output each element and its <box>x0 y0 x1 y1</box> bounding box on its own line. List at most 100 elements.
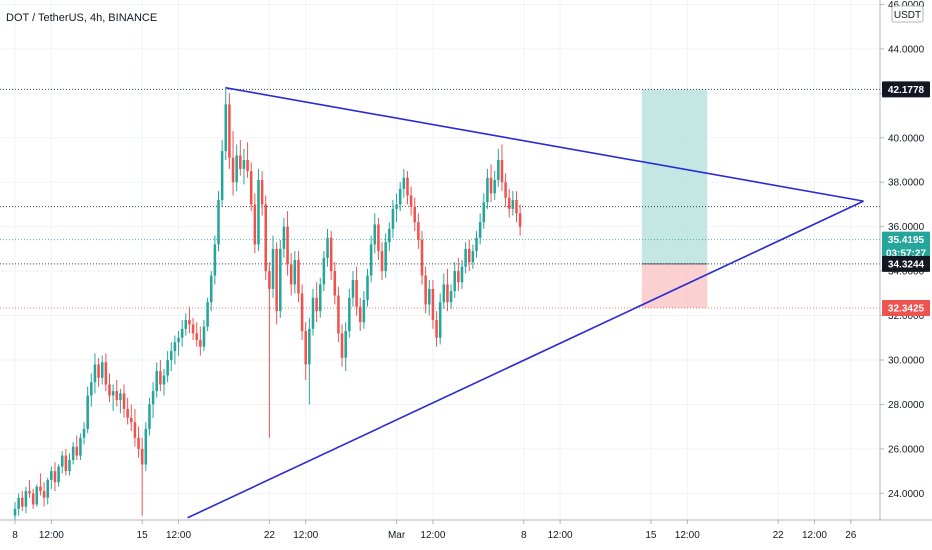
candle-body <box>326 237 329 258</box>
chart-grid <box>0 0 880 520</box>
candle-body <box>242 160 246 169</box>
candle-body <box>57 466 60 483</box>
candle-body <box>130 417 133 423</box>
candle-body <box>282 226 286 249</box>
candle-body <box>482 202 486 223</box>
candle-body <box>24 491 28 507</box>
x-tick-label: 12:00 <box>675 530 700 541</box>
candle-body <box>202 326 206 347</box>
y-tick-label: 46.0000 <box>888 0 925 11</box>
candle-body <box>126 408 129 418</box>
candle-body <box>155 371 158 392</box>
candle-body <box>380 251 384 272</box>
candle-body <box>355 280 358 307</box>
candle-body <box>279 248 282 312</box>
x-tick-label: 22 <box>773 530 785 541</box>
x-tick-label: 22 <box>264 530 276 541</box>
candle-body <box>82 428 86 438</box>
candle-body <box>231 157 235 183</box>
y-tick-label: 32.0000 <box>888 311 925 322</box>
y-tick-label: 36.0000 <box>888 222 925 233</box>
candle-body <box>199 340 202 347</box>
candle-body <box>246 160 249 172</box>
x-tick-label: 12:00 <box>39 530 64 541</box>
candle-body <box>268 271 271 289</box>
time-axis[interactable]: 8 12:00 15 12:00 22 12:00 Mar 12:00 8 12:00 15 12:0… <box>12 520 857 541</box>
candle-body <box>293 260 297 285</box>
y-tick-label: 24.0000 <box>888 489 925 500</box>
candle-body <box>398 188 402 205</box>
candle-body <box>311 297 315 329</box>
candle-body <box>253 204 257 245</box>
candle-body <box>409 195 413 207</box>
price-tag <box>882 255 930 272</box>
candle-body <box>362 300 366 323</box>
candle-body <box>304 331 307 365</box>
candle-body <box>406 177 409 196</box>
candle-body <box>93 364 97 383</box>
candle-body <box>497 160 500 180</box>
candle-body <box>467 248 471 263</box>
candle-body <box>511 200 515 209</box>
candle-body <box>260 180 264 205</box>
y-tick-label: 40.0000 <box>888 133 925 144</box>
candle-body <box>344 331 347 358</box>
price-axis[interactable]: 46.000044.000042.000040.000038.000036.00… <box>880 0 925 500</box>
price-tag <box>882 81 930 98</box>
candle-body <box>209 275 213 303</box>
candle-body <box>402 177 406 189</box>
currency-badge[interactable]: USDT <box>891 5 924 23</box>
candle-body <box>369 244 373 276</box>
candle-body <box>507 197 511 209</box>
x-tick-label: 15 <box>645 530 657 541</box>
candle-body <box>104 362 108 385</box>
y-tick-label: 28.0000 <box>888 400 925 411</box>
candle-body <box>97 364 100 378</box>
stop-zone <box>641 263 708 308</box>
candle-body <box>100 362 104 378</box>
candle-body <box>515 200 518 214</box>
candle-body <box>151 391 155 405</box>
candle-body <box>384 242 387 272</box>
currency-badge-label: USDT <box>894 10 921 21</box>
candle-body <box>60 455 64 467</box>
candle-body <box>68 460 71 472</box>
candle-body <box>351 280 355 298</box>
countdown-label: 03:57:27 <box>886 249 926 260</box>
candle-body <box>173 342 177 352</box>
candle-body <box>438 302 442 338</box>
candle-body <box>504 182 507 198</box>
trendline-upper <box>225 86 864 202</box>
candle-body <box>13 508 17 516</box>
candle-body <box>217 200 220 245</box>
candle-body <box>50 471 53 480</box>
candle-body <box>297 260 300 294</box>
position-tool[interactable] <box>641 89 708 308</box>
candle-body <box>500 160 504 183</box>
candle-body <box>224 104 228 152</box>
candle-body <box>308 328 311 365</box>
candle-body <box>79 437 82 456</box>
candle-body <box>144 428 148 465</box>
candle-body <box>315 297 318 312</box>
candle-body <box>417 222 420 240</box>
candle-body <box>31 493 35 505</box>
candle-body <box>286 226 289 265</box>
candle-body <box>388 228 391 243</box>
candle-body <box>460 266 464 283</box>
x-tick-label: 12:00 <box>548 530 573 541</box>
candle-body <box>289 264 293 285</box>
candle-body <box>53 471 57 483</box>
candle-body <box>119 393 122 400</box>
candle-body <box>191 324 195 334</box>
candle-body <box>188 320 191 325</box>
triangle-trendlines[interactable] <box>187 86 864 519</box>
candle-body <box>271 248 275 289</box>
candle-body <box>373 224 377 245</box>
target-zone <box>641 89 708 264</box>
candle-body <box>228 104 231 158</box>
candle-body <box>300 293 304 332</box>
candle-body <box>486 177 489 203</box>
